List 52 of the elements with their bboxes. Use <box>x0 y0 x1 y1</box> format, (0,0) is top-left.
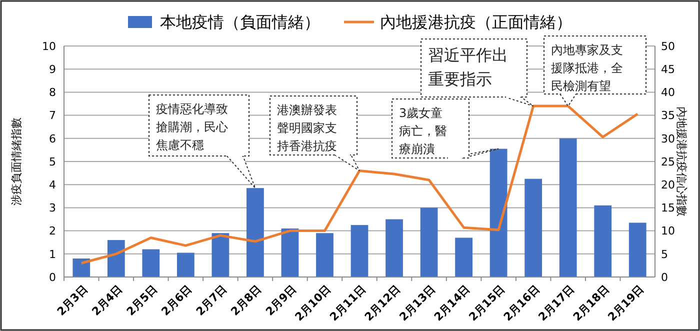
bar <box>386 219 403 277</box>
y2-tick-label: 35 <box>661 109 675 122</box>
y2-tick-label: 15 <box>661 202 675 215</box>
bar <box>420 208 438 277</box>
y-tick-label: 5 <box>49 155 56 168</box>
bar <box>212 233 230 277</box>
bar <box>628 222 646 277</box>
y-tick-label: 1 <box>49 248 56 261</box>
y-tick-label: 7 <box>49 109 56 122</box>
bar <box>559 138 577 277</box>
legend-label: 本地疫情（負面情緒） <box>160 12 320 32</box>
y2-tick-label: 5 <box>661 248 668 261</box>
y2-tick-label: 20 <box>661 178 675 192</box>
bar <box>524 178 542 277</box>
bar <box>142 249 160 277</box>
bar <box>72 258 90 277</box>
y2-axis-title: 內地援港抗疫信心指數 <box>675 106 688 216</box>
x-tick-label: 2月6日 <box>158 282 195 318</box>
y2-tick-label: 40 <box>661 86 675 100</box>
legend-label: 內地援港抗疫（正面情緒） <box>380 12 572 32</box>
x-tick-label: 2月5日 <box>124 282 160 318</box>
y2-tick-label: 45 <box>661 62 675 76</box>
y-tick-label: 9 <box>49 62 56 76</box>
x-tick-label: 2月7日 <box>194 282 230 318</box>
bar <box>107 240 125 277</box>
bar <box>281 228 299 277</box>
y2-tick-label: 0 <box>661 270 668 284</box>
y2-tick-label: 25 <box>661 155 675 168</box>
annotation: 3歲女童病亡，醫療崩潰 <box>399 106 447 156</box>
y-axis-title: 涉疫負面情緒指數 <box>10 118 23 206</box>
y2-tick-label: 30 <box>661 132 675 146</box>
x-tick-label: 2月4日 <box>89 282 125 318</box>
y-tick-label: 10 <box>42 40 56 53</box>
bar <box>316 233 334 277</box>
y-tick-label: 6 <box>49 132 56 146</box>
y-tick-label: 3 <box>49 202 56 215</box>
bar <box>176 252 194 277</box>
bar <box>455 238 472 277</box>
y-tick-label: 4 <box>49 178 56 192</box>
y-tick-label: 8 <box>49 86 56 100</box>
bar <box>350 225 368 277</box>
annotation: 港澳辦發表聲明國家支持香港抗疫 <box>277 103 337 154</box>
annotation: 疫情惡化導致搶購潮，民心焦慮不穩 <box>156 102 228 152</box>
annotation: 內地專家及支援隊抵港，全民檢測有望 <box>551 43 623 94</box>
x-tick-label: 2月3日 <box>54 282 90 318</box>
y2-tick-label: 50 <box>661 40 675 53</box>
y-tick-label: 2 <box>49 224 56 238</box>
y2-tick-label: 10 <box>661 224 675 238</box>
y-tick-label: 0 <box>49 270 56 284</box>
x-tick-label: 2月8日 <box>228 282 264 318</box>
annotation: 習近平作出重要指示 <box>428 46 508 89</box>
bar <box>594 205 612 277</box>
